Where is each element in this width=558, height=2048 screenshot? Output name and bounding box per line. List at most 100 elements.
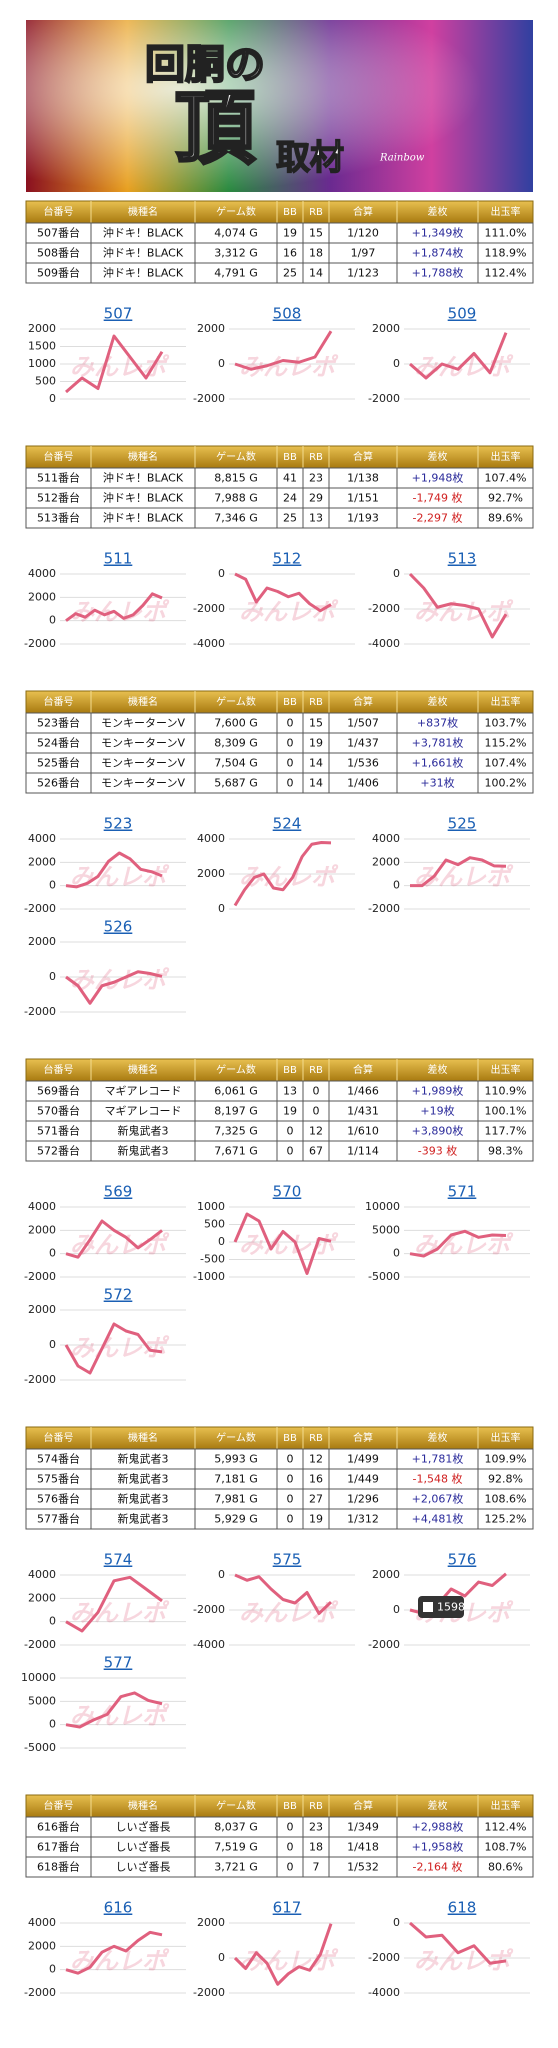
banner-kaido: 回胴の bbox=[145, 41, 265, 88]
table-cell: 108.6% bbox=[485, 1493, 527, 1506]
table-cell: 29 bbox=[309, 492, 323, 505]
table-cell: +2,067枚 bbox=[412, 1492, 464, 1506]
table-cell: モンキーターンV bbox=[101, 757, 185, 770]
table-cell: 4,074 G bbox=[214, 227, 258, 240]
line bbox=[234, 572, 332, 613]
y-tick-label: 0 bbox=[393, 357, 400, 370]
header-cell: 台番号 bbox=[44, 1799, 74, 1812]
table-cell: 14 bbox=[309, 267, 323, 280]
y-tick-label: 500 bbox=[35, 375, 56, 388]
y-tick-label: 0 bbox=[49, 1338, 56, 1351]
banner-glow bbox=[26, 20, 533, 192]
table-cell: +3,890枚 bbox=[412, 1124, 464, 1138]
y-tick-label: -2000 bbox=[368, 1951, 400, 1964]
y-tick-label: -2000 bbox=[24, 637, 56, 650]
line bbox=[65, 592, 163, 622]
header-cell: 合算 bbox=[353, 205, 373, 218]
table-cell: 1/349 bbox=[347, 1821, 379, 1834]
watermark: みんレポ bbox=[70, 1334, 170, 1362]
table-cell: モンキーターンV bbox=[101, 777, 185, 790]
table-cell: 108.7% bbox=[485, 1841, 527, 1854]
table-cell: 7,600 G bbox=[214, 717, 258, 730]
y-tick-label: -2000 bbox=[368, 902, 400, 915]
y-tick-label: 4000 bbox=[28, 1916, 56, 1929]
table-cell: 572番台 bbox=[37, 1144, 80, 1158]
watermark: みんレポ bbox=[239, 353, 339, 381]
line bbox=[234, 1573, 333, 1615]
table-cell: +1,349枚 bbox=[412, 226, 464, 240]
table-header bbox=[25, 445, 534, 469]
table-row bbox=[25, 772, 534, 794]
line bbox=[65, 970, 163, 1005]
table-cell: 1/406 bbox=[347, 777, 379, 790]
table-cell: 沖ドキ！BLACK bbox=[103, 512, 184, 525]
header-cell: RB bbox=[309, 452, 323, 463]
banner: 回胴の 頂 取材 Rainbow bbox=[26, 20, 533, 192]
table-cell: 1/437 bbox=[347, 737, 379, 750]
watermark: みんレポ bbox=[70, 1702, 170, 1730]
table-cell: 7 bbox=[313, 1861, 320, 1874]
watermark: みんレポ bbox=[70, 1599, 170, 1627]
table-cell: 1/499 bbox=[347, 1453, 379, 1466]
line bbox=[410, 856, 507, 888]
y-tick-label: 0 bbox=[393, 1916, 400, 1929]
table-row bbox=[25, 262, 534, 284]
line bbox=[409, 332, 508, 380]
table-cell: 1/532 bbox=[347, 1861, 379, 1874]
header-cell: 台番号 bbox=[44, 205, 74, 218]
watermark: みんレポ bbox=[239, 598, 339, 626]
table-cell: しいざ番長 bbox=[116, 1840, 171, 1854]
table-cell: 19 bbox=[309, 1513, 323, 1526]
table-cell: 0 bbox=[287, 1473, 294, 1486]
chart-title: 570 bbox=[273, 1183, 302, 1201]
table-cell: 109.9% bbox=[485, 1453, 527, 1466]
table-cell: 8,037 G bbox=[214, 1821, 258, 1834]
line bbox=[233, 1923, 333, 1986]
table-cell: 89.6% bbox=[488, 512, 523, 525]
table-cell: 0 bbox=[287, 1821, 294, 1834]
table-cell: 117.7% bbox=[485, 1125, 527, 1138]
banner-main: 頂 bbox=[175, 81, 256, 175]
table-cell: -2,297 枚 bbox=[413, 511, 463, 525]
table-cell: 576番台 bbox=[37, 1492, 80, 1506]
y-tick-label: 5000 bbox=[28, 1694, 56, 1707]
table-cell: 7,325 G bbox=[214, 1125, 258, 1138]
header-cell: RB bbox=[309, 1065, 323, 1076]
y-tick-label: 2000 bbox=[28, 1303, 56, 1316]
y-tick-label: -1000 bbox=[193, 1270, 225, 1283]
table-cell: 13 bbox=[309, 512, 323, 525]
watermark: みんレポ bbox=[414, 863, 514, 891]
chart-title: 507 bbox=[104, 305, 133, 323]
header-cell: 出玉率 bbox=[491, 1799, 521, 1812]
header-cell: 差枚 bbox=[428, 695, 448, 708]
y-tick-label: 0 bbox=[393, 1247, 400, 1260]
y-tick-label: 4000 bbox=[197, 832, 225, 845]
table-cell: 新鬼武者3 bbox=[118, 1452, 169, 1466]
line bbox=[234, 330, 333, 371]
header-cell: 差枚 bbox=[428, 450, 448, 463]
watermark: みんレポ bbox=[70, 353, 170, 381]
y-tick-label: 0 bbox=[49, 392, 56, 405]
table-cell: 0 bbox=[287, 1453, 294, 1466]
chart-title: 509 bbox=[448, 305, 477, 323]
table-cell: 新鬼武者3 bbox=[118, 1512, 169, 1526]
tooltip-text: 1598 bbox=[437, 1601, 465, 1614]
y-tick-label: -2000 bbox=[24, 1986, 56, 1999]
chart-title: 617 bbox=[273, 1899, 302, 1917]
y-tick-label: -2000 bbox=[368, 392, 400, 405]
y-tick-label: 2000 bbox=[28, 1223, 56, 1236]
line bbox=[233, 841, 332, 907]
line bbox=[65, 1930, 163, 1975]
y-tick-label: 0 bbox=[49, 1963, 56, 1976]
y-tick-label: -2000 bbox=[193, 392, 225, 405]
table-cell: 103.7% bbox=[485, 717, 527, 730]
header-cell: 差枚 bbox=[428, 1799, 448, 1812]
y-tick-label: 0 bbox=[49, 1247, 56, 1260]
line bbox=[65, 1575, 163, 1633]
y-tick-label: 2000 bbox=[197, 322, 225, 335]
header-cell: RB bbox=[309, 207, 323, 218]
y-tick-label: 0 bbox=[218, 567, 225, 580]
table-cell: 125.2% bbox=[485, 1513, 527, 1526]
table-cell: 107.4% bbox=[485, 757, 527, 770]
